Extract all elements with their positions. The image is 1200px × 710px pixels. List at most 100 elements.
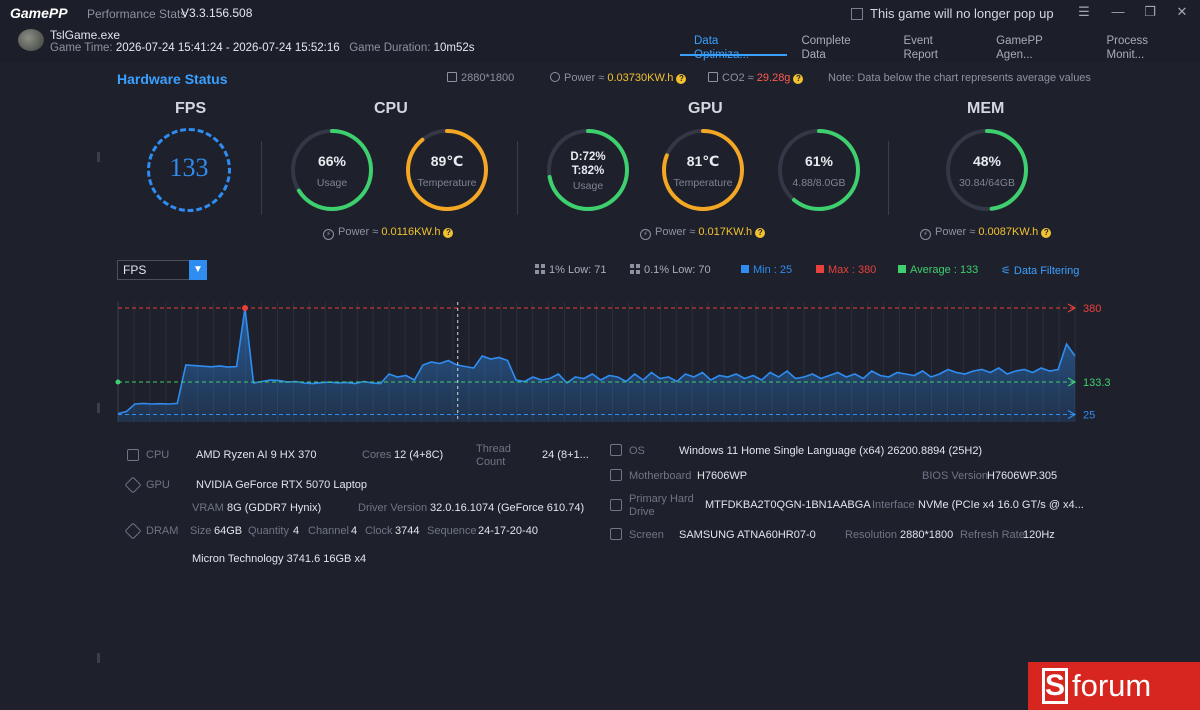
tab-process-monitor[interactable]: Process Monit... (1106, 35, 1149, 61)
refresh-rate-label: Refresh Rate (960, 529, 1025, 541)
gpu-t-usage-value: T:82% (571, 165, 605, 177)
low-1-percent: 1% Low: 71 (535, 264, 606, 276)
tab-gamepp-agent[interactable]: GamePP Agen... (996, 35, 1043, 61)
min-stat: Min : 25 (741, 264, 792, 276)
hardware-status-title: Hardware Status (117, 71, 228, 87)
cpu-temp-value: 89℃ (430, 153, 464, 169)
app-logo: GamePP (10, 5, 68, 21)
mem-power-value: 0.0087KW.h (978, 226, 1039, 238)
gpu-d-usage-value: D:72% (570, 151, 606, 163)
disk-label-2: Drive (629, 506, 655, 518)
average-marker-label: 133.3 (1083, 377, 1111, 389)
restore-icon[interactable]: ❐ (1144, 4, 1156, 19)
divider (261, 141, 262, 215)
interface-label: Interface (872, 499, 915, 511)
os-label: OS (629, 445, 645, 457)
bolt-icon: ⚡ (920, 229, 931, 240)
gpu-temp-value: 81℃ (686, 153, 720, 169)
fps-chart[interactable]: 380 133.3 25 (112, 298, 1112, 430)
resolution-spec-value: 2880*1800 (900, 529, 954, 541)
average-arrow (1067, 377, 1077, 387)
mem-usage-gauge: 48% 30.84/64GB (944, 127, 1030, 213)
gpu-title: GPU (688, 100, 723, 117)
os-grid-icon (610, 444, 622, 456)
gpu-usage-label: Usage (572, 180, 604, 192)
driver-label: Driver Version (358, 502, 428, 514)
gauge-fill (406, 129, 488, 211)
max-point (242, 305, 249, 311)
dram-model-value: Micron Technology 3741.6 16GB x4 (192, 553, 367, 565)
monitor-icon (447, 72, 457, 82)
cpu-chip-icon (127, 449, 139, 461)
gpu-spec-label: GPU (146, 479, 170, 491)
dram-quantity-value: 4 (293, 525, 300, 537)
metric-select-value: FPS (123, 263, 147, 277)
dram-channel-label: Channel (308, 525, 349, 537)
tab-data-optimization[interactable]: Data Optimiza... (680, 34, 788, 61)
scroll-marker (97, 403, 100, 413)
no-popup-checkbox[interactable] (851, 7, 863, 20)
grid-icon (630, 264, 640, 274)
help-icon[interactable]: ? (755, 228, 766, 238)
tab-event-report[interactable]: Event Report (903, 35, 938, 61)
co2-info: CO2 ≈ 29.28g? (708, 72, 804, 84)
help-icon[interactable]: ? (676, 74, 687, 84)
mem-power: ⚡ Power ≈ 0.0087KW.h? (920, 226, 1052, 240)
cpu-usage-label: Usage (316, 177, 348, 189)
average-value: Average : 133 (910, 264, 979, 276)
fps-title: FPS (175, 100, 207, 117)
gauge-fill (778, 129, 860, 211)
no-popup-toggle[interactable]: This game will no longer pop up (851, 6, 1054, 21)
motherboard-value: H7606WP (697, 470, 748, 482)
max-value: Max : 380 (828, 264, 877, 276)
sforum-watermark: S forum (1028, 662, 1200, 710)
screen-value: SAMSUNG ATNA60HR07-0 (679, 529, 816, 541)
help-icon[interactable]: ? (1041, 228, 1052, 238)
cpu-spec-label: CPU (146, 449, 170, 461)
min-swatch (741, 265, 749, 273)
gpu-temp-label: Temperature (673, 177, 733, 189)
min-marker-label: 25 (1083, 410, 1095, 422)
help-icon[interactable]: ? (793, 74, 804, 84)
gauge-ring (291, 129, 373, 211)
cpu-spec-value: AMD Ryzen AI 9 HX 370 (196, 449, 317, 461)
scroll-marker (97, 152, 100, 162)
gpu-power: ⚡ Power ≈ 0.017KW.h? (640, 226, 766, 240)
fps-ring (147, 128, 231, 212)
settings-sliders-icon[interactable]: ☰ (1078, 4, 1090, 19)
bios-value: H7606WP.305 (987, 470, 1058, 482)
chevron-down-icon[interactable]: ▼ (189, 260, 207, 280)
mem-usage-label: 30.84/64GB (958, 177, 1016, 189)
dram-clock-value: 3744 (395, 525, 420, 537)
low-01-value: 0.1% Low: 70 (644, 264, 711, 276)
data-filtering-button[interactable]: ⚟ Data Filtering (1001, 264, 1079, 277)
power-label: Power ≈ (338, 226, 379, 238)
game-duration-value: 10m52s (433, 42, 475, 54)
dram-sequence-value: 24-17-20-40 (478, 525, 538, 537)
no-popup-label: This game will no longer pop up (870, 6, 1054, 21)
vram-value: 8G (GDDR7 Hynix) (227, 502, 322, 514)
gpu-power-value: 0.017KW.h (698, 226, 753, 238)
help-icon[interactable]: ? (443, 228, 454, 238)
thread-count-label-1: Thread (476, 443, 511, 455)
fps-line (117, 307, 1076, 415)
gauge-ring (406, 129, 488, 211)
gauge-ring (662, 129, 744, 211)
metric-select[interactable]: FPS ▼ (117, 260, 207, 280)
tab-complete-data[interactable]: Complete Data (801, 35, 851, 61)
close-icon[interactable]: ✕ (1176, 4, 1188, 19)
average-swatch (898, 265, 906, 273)
dram-size-value: 64GB (214, 525, 243, 537)
cpu-usage-value: 66% (317, 153, 347, 169)
game-time-label: Game Time: (50, 42, 113, 54)
screen-label: Screen (629, 529, 664, 541)
disk-value: MTFDKBA2T0QGN-1BN1AABGA (705, 499, 871, 511)
minimize-icon[interactable]: — (1111, 4, 1125, 19)
gauge-ring (547, 129, 629, 211)
gauge-ring (778, 129, 860, 211)
driver-value: 32.0.16.1074 (GeForce 610.74) (430, 502, 585, 514)
game-time: Game Time: 2026-07-24 15:41:24 - 2026-07… (50, 42, 475, 54)
gpu-usage-gauge: D:72% T:82% Usage (545, 127, 631, 213)
motherboard-icon (610, 469, 622, 481)
divider (888, 141, 889, 215)
